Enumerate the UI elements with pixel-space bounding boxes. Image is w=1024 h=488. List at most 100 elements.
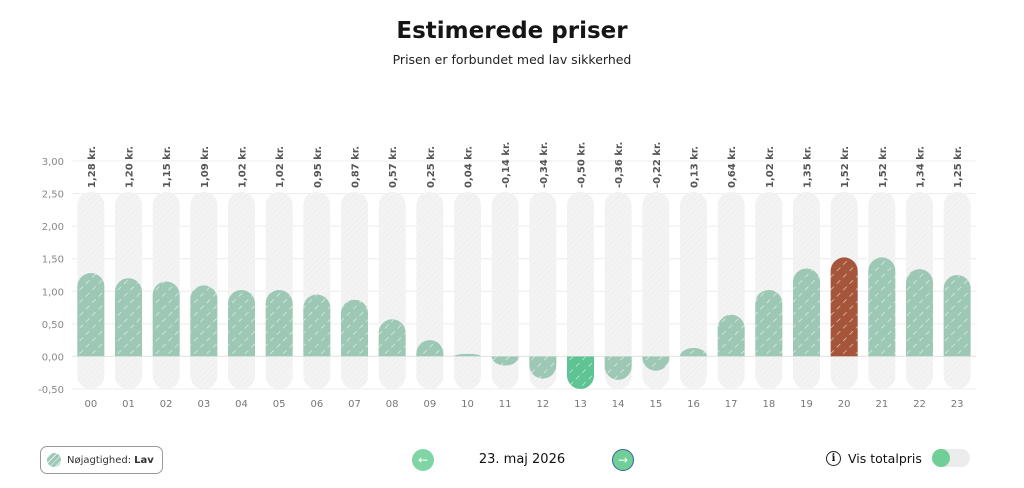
price-bar-texture	[567, 356, 594, 389]
price-bar-texture	[529, 356, 557, 379]
price-bar-texture	[378, 319, 406, 357]
arrow-left-icon: ←	[417, 453, 429, 467]
y-tick-label: 2,50	[42, 190, 64, 201]
x-tick-label: 11	[499, 399, 512, 410]
price-bar-texture	[680, 347, 707, 357]
x-tick-label: 08	[386, 399, 399, 410]
x-tick-label: 23	[951, 399, 964, 410]
price-bar-texture	[906, 269, 933, 357]
y-tick-label: -0,50	[38, 385, 64, 396]
bar-value-label: 1,52 kr.	[840, 146, 851, 188]
next-day-button[interactable]: →	[612, 449, 634, 471]
bar-background-texture	[378, 192, 406, 389]
price-bar-texture	[604, 356, 632, 380]
bar-value-label: 0,04 kr.	[464, 146, 475, 188]
bar-background-texture	[567, 192, 594, 389]
x-tick-label: 20	[838, 399, 851, 410]
y-tick-label: 2,00	[42, 222, 64, 233]
x-tick-label: 12	[536, 399, 549, 410]
price-bar-texture	[943, 275, 971, 357]
price-chart: 3,00 2,50 2,00 1,50 1,00 0,50 0,00 -0,50 1,28 kr…	[38, 142, 976, 410]
y-tick-label: 0,50	[42, 320, 64, 331]
price-bar-texture	[115, 278, 142, 357]
total-price-control: i Vis totalpris	[826, 449, 970, 467]
bar-value-label: 1,52 kr.	[878, 146, 889, 188]
x-tick-label: 19	[800, 399, 813, 410]
bar-value-label: -0,22 kr.	[652, 142, 663, 188]
bar-background-texture	[416, 192, 444, 389]
current-date: 23. maj 2026	[478, 452, 566, 467]
bar-value-label: 0,25 kr.	[426, 146, 437, 188]
price-bar-texture	[717, 314, 745, 357]
x-tick-label: 14	[612, 399, 625, 410]
accuracy-value: Lav	[134, 454, 154, 466]
price-bar-texture	[77, 273, 105, 357]
price-bar-texture	[303, 294, 331, 357]
x-tick-label: 10	[461, 399, 474, 410]
bar-background-texture	[642, 192, 670, 389]
price-bar-texture	[491, 356, 519, 366]
price-bar-texture	[341, 299, 368, 357]
price-bar-texture	[868, 257, 896, 357]
price-bar-texture	[152, 281, 180, 357]
price-bar-texture	[454, 353, 481, 357]
bar-value-label: -0,34 kr.	[539, 142, 550, 188]
previous-day-button[interactable]: ←	[412, 449, 434, 471]
x-tick-label: 02	[160, 399, 173, 410]
bar-value-label: -0,50 kr.	[577, 142, 588, 188]
bar-value-label: 1,34 kr.	[916, 146, 927, 188]
price-bar-texture	[265, 289, 293, 357]
accuracy-badge[interactable]: Nøjagtighed: Lav	[40, 446, 163, 474]
y-tick-label: 1,00	[42, 287, 64, 298]
total-price-toggle[interactable]	[931, 449, 970, 467]
bar-value-label: 0,95 kr.	[313, 146, 324, 188]
bar-value-label: 0,64 kr.	[727, 146, 738, 188]
y-tick-label: 1,50	[42, 255, 64, 266]
x-tick-label: 15	[649, 399, 662, 410]
x-tick-label: 00	[84, 399, 97, 410]
bar-background-texture	[604, 192, 632, 389]
arrow-right-icon: →	[617, 453, 629, 467]
x-tick-label: 16	[687, 399, 700, 410]
bar-value-label: 1,09 kr.	[200, 146, 211, 188]
price-bar-texture	[642, 356, 670, 371]
bar-value-label: 1,20 kr.	[125, 146, 136, 188]
price-bar-texture	[190, 285, 218, 357]
x-tick-label: 03	[197, 399, 210, 410]
price-bar-texture	[830, 257, 858, 357]
x-tick-label: 13	[574, 399, 587, 410]
bar-value-label: 0,57 kr.	[388, 146, 399, 188]
bar-background-texture	[529, 192, 557, 389]
x-tick-label: 09	[423, 399, 436, 410]
toggle-knob	[931, 449, 950, 467]
bar-value-label: 1,35 kr.	[803, 146, 814, 188]
bar-background-texture	[303, 192, 331, 389]
bar-background-texture	[454, 192, 481, 389]
bar-background-texture	[717, 192, 745, 389]
price-bar-texture	[793, 268, 820, 357]
bar-value-label: 1,25 kr.	[953, 146, 964, 188]
x-tick-label: 05	[273, 399, 286, 410]
bar-value-label: -0,14 kr.	[501, 142, 512, 188]
bar-value-label: 0,87 kr.	[351, 146, 362, 188]
info-icon[interactable]: i	[826, 450, 841, 466]
x-tick-label: 18	[762, 399, 775, 410]
page-title: Estimerede priser	[396, 18, 628, 44]
bar-value-label: 1,15 kr.	[162, 146, 173, 188]
page-subtitle: Prisen er forbundet med lav sikkerhed	[392, 52, 632, 67]
bar-value-label: 1,02 kr.	[238, 146, 249, 188]
price-bar-texture	[228, 289, 255, 357]
bar-background-texture	[341, 192, 368, 389]
accuracy-icon	[47, 453, 61, 467]
bar-value-label: 1,02 kr.	[275, 146, 286, 188]
bar-value-label: 1,28 kr.	[87, 146, 98, 188]
x-tick-label: 22	[913, 399, 926, 410]
bar-value-label: 0,13 kr.	[690, 146, 701, 188]
price-bar-texture	[755, 289, 783, 357]
bar-value-label: 1,02 kr.	[765, 146, 776, 188]
x-tick-label: 21	[875, 399, 888, 410]
bar-background-texture	[491, 192, 519, 389]
y-tick-label: 0,00	[42, 352, 64, 363]
bar-value-label: -0,36 kr.	[614, 142, 625, 188]
x-tick-label: 17	[725, 399, 738, 410]
